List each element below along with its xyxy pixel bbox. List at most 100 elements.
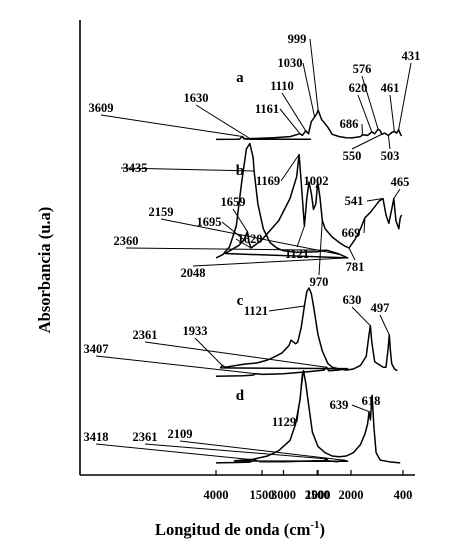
- peak-annotations: 3609 1630 1161 1110 1030 999 686 620 576 550 503 46…: [84, 32, 421, 461]
- peak-leader-line: [351, 404, 370, 413]
- peak-leader-line: [315, 181, 319, 189]
- spectrum-trace-d: [215, 369, 401, 464]
- peak-leader-line: [361, 75, 379, 130]
- peak-label: 2361: [133, 328, 158, 342]
- peak-leader-line: [393, 188, 401, 199]
- peak-leader-line: [348, 247, 356, 261]
- peak-leader-line: [318, 220, 323, 276]
- x-tick-label: 2500: [305, 488, 330, 502]
- peak-label: 1161: [255, 102, 279, 116]
- peak-label: 461: [381, 81, 400, 95]
- x-axis-label-sup: -1: [310, 519, 319, 531]
- peak-leader-line: [280, 154, 300, 182]
- peak-leader-line: [379, 314, 390, 336]
- peak-leader-line: [389, 94, 395, 132]
- peak-leader-line: [95, 443, 256, 461]
- peak-leader-line: [363, 217, 366, 234]
- spectrum-trace-b: [215, 142, 403, 259]
- peak-label: 2159: [149, 205, 174, 219]
- peak-label: 1169: [256, 174, 280, 188]
- spectrum-trace-a: [215, 109, 403, 141]
- x-tick-label: 4000: [204, 488, 229, 502]
- peak-leader-line: [100, 114, 243, 138]
- peak-label: 541: [345, 194, 364, 208]
- peak-label: 1110: [270, 79, 294, 93]
- peak-label: 1630: [184, 91, 209, 105]
- peak-label: 576: [353, 62, 372, 76]
- peak-label: 2360: [114, 234, 139, 248]
- peak-leader-line: [235, 238, 252, 249]
- peak-label: 1002: [304, 174, 329, 188]
- peak-label: 669: [342, 226, 361, 240]
- peak-label: 2361: [133, 430, 158, 444]
- peak-label: 1659: [221, 195, 246, 209]
- peak-label: 3609: [89, 101, 114, 115]
- peak-label: 1129: [272, 415, 296, 429]
- plot-frame: [79, 20, 415, 476]
- peak-leader-line: [351, 306, 371, 327]
- peak-label: 999: [288, 32, 307, 46]
- peak-leader-line: [160, 218, 341, 256]
- peak-leader-line: [125, 247, 327, 251]
- peak-label: 686: [340, 117, 359, 131]
- series-label-c: c: [237, 293, 244, 309]
- peak-leader-line: [120, 167, 255, 172]
- x-tick-label: 3000: [271, 488, 296, 502]
- x-axis-ticks: 4000 3000 2500 2000 1500 1000 400: [204, 470, 413, 502]
- peak-leader-line: [179, 440, 344, 461]
- peak-label: 618: [362, 394, 381, 408]
- peak-label: 1933: [183, 324, 208, 338]
- x-tick-label: 2000: [339, 488, 364, 502]
- peak-label: 431: [402, 49, 421, 63]
- x-tick-label: 1500: [250, 488, 275, 502]
- peak-label: 1030: [278, 56, 303, 70]
- peak-leader-line: [387, 135, 391, 150]
- peak-leader-line: [279, 108, 301, 134]
- peak-leader-line: [351, 133, 382, 150]
- peak-label: 970: [310, 275, 329, 289]
- peak-leader-line: [357, 94, 373, 133]
- peak-label: 503: [381, 149, 400, 163]
- peak-leader-line: [268, 305, 305, 312]
- peak-leader-line: [281, 92, 307, 132]
- peak-label: 550: [343, 149, 362, 163]
- peak-label: 781: [346, 260, 365, 274]
- series-label-d: d: [236, 388, 245, 404]
- peak-leader-line: [194, 337, 223, 366]
- peak-label: 3407: [84, 342, 109, 356]
- peak-label: 1695: [197, 215, 222, 229]
- peak-leader-line: [370, 395, 373, 409]
- x-tick-label: 400: [394, 488, 413, 502]
- peak-label: 639: [330, 398, 349, 412]
- peak-leader-line: [192, 257, 348, 267]
- x-tick-label: 1000: [306, 488, 331, 502]
- peak-leader-line: [296, 225, 305, 248]
- spectrum-trace-c: [215, 287, 398, 377]
- peak-label: 2109: [168, 427, 193, 441]
- peak-leader-line: [398, 62, 412, 130]
- peak-label: 1121: [244, 304, 268, 318]
- peak-label: 3418: [84, 430, 109, 444]
- peak-leader-line: [302, 62, 316, 118]
- peak-leader-line: [366, 198, 384, 202]
- peak-leader-line: [144, 341, 327, 368]
- spectra-traces: [215, 109, 403, 464]
- x-axis-label-close: ): [320, 520, 326, 539]
- peak-label: 2048: [181, 266, 206, 280]
- peak-leader-line: [221, 221, 245, 241]
- peak-leader-line: [195, 104, 251, 140]
- peak-label: 1620: [238, 232, 263, 246]
- peak-leader-line: [309, 38, 319, 111]
- peak-label: 465: [391, 175, 410, 189]
- peak-leader-line: [296, 370, 305, 423]
- x-axis-label: Longitud de onda (cm-1): [155, 519, 325, 539]
- y-axis-label: Absorbancia (u.a): [35, 207, 54, 334]
- x-axis-label-main: Longitud de onda (cm: [155, 520, 311, 539]
- peak-leader-line: [95, 355, 257, 375]
- peak-label: 620: [349, 81, 368, 95]
- peak-label: 630: [343, 293, 362, 307]
- peak-leader-line: [232, 208, 248, 232]
- peak-label: 497: [371, 301, 390, 315]
- series-label-a: a: [236, 70, 244, 86]
